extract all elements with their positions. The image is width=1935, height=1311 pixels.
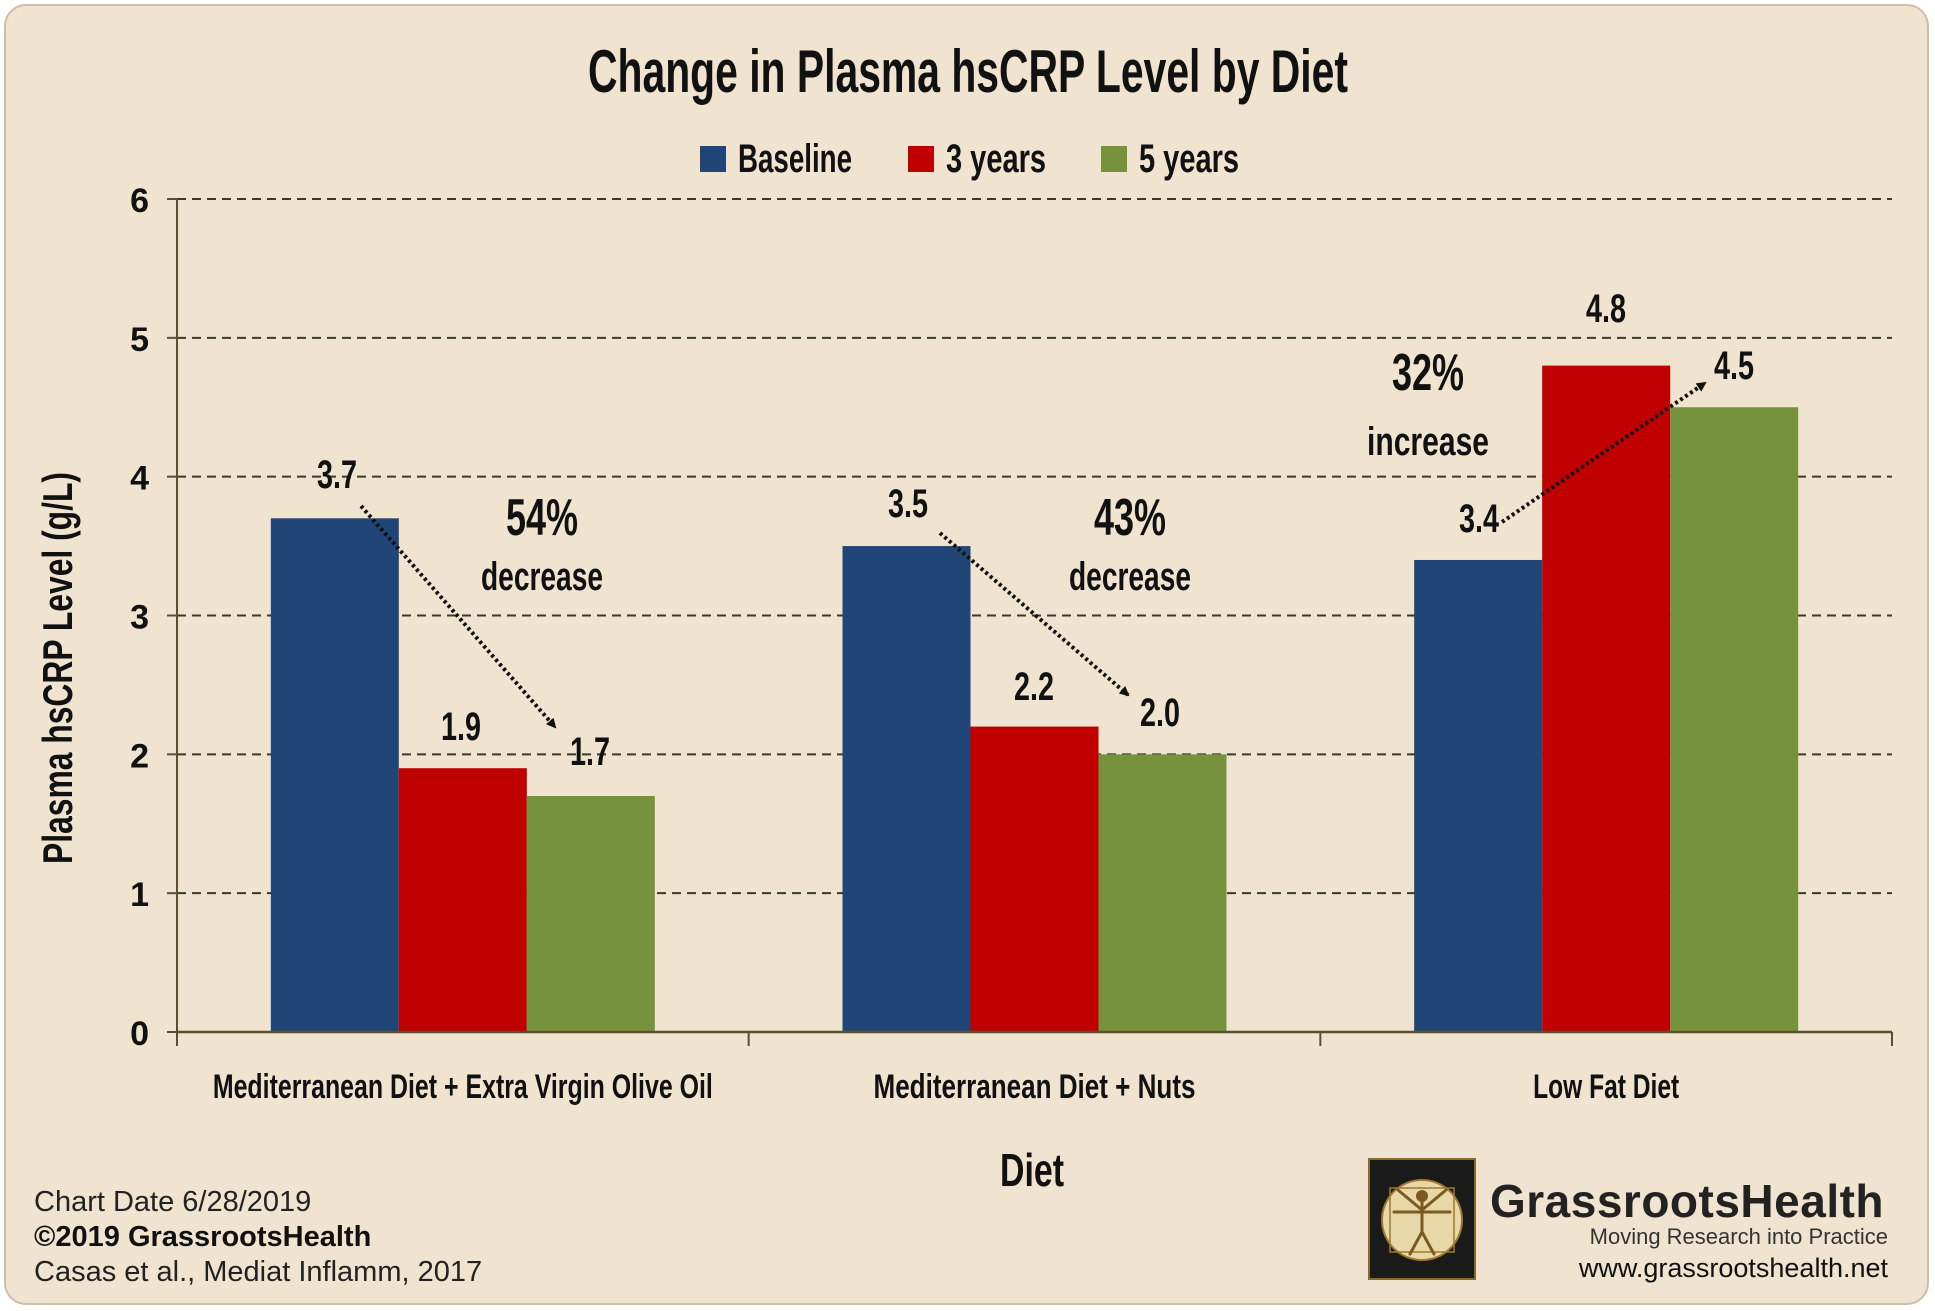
y-tick-label: 5 <box>130 321 149 359</box>
legend-label: 5 years <box>1139 137 1239 181</box>
bar-5-years <box>1098 754 1227 1032</box>
y-axis-label: Plasma hsCRP Level (g/L) <box>34 472 81 864</box>
data-label: 4.5 <box>1714 344 1754 388</box>
y-tick-label: 4 <box>130 460 149 498</box>
data-label: 2.2 <box>1014 665 1054 709</box>
citation: Casas et al., Mediat Inflamm, 2017 <box>34 1256 483 1288</box>
brand-url[interactable]: www.grassrootshealth.net <box>1578 1253 1888 1283</box>
y-tick-label: 0 <box>130 1015 149 1053</box>
data-label: 3.5 <box>888 482 928 526</box>
x-tick-label: Mediterranean Diet + Extra Virgin Olive … <box>213 1068 713 1106</box>
bar-baseline <box>1414 559 1543 1032</box>
y-tick-label: 1 <box>130 876 149 914</box>
data-label: 1.9 <box>441 705 481 749</box>
annotations: 3.7 3.5 3.4 1.9 2.2 4.8 1.7 2.0 4.5 54% decrease 43… <box>317 287 1754 774</box>
percent-annotation: 32% <box>1392 344 1464 402</box>
chart-date: Chart Date 6/28/2019 <box>34 1186 312 1218</box>
bar-5-years <box>526 795 655 1032</box>
percent-annotation: 43% <box>1094 489 1166 547</box>
trend-arrow <box>938 531 1130 697</box>
brand-tagline: Moving Research into Practice <box>1589 1224 1888 1249</box>
legend-swatch <box>700 146 726 172</box>
legend-swatch <box>908 146 934 172</box>
change-annotation: decrease <box>481 555 603 599</box>
y-axis: 0 1 2 3 4 5 6 <box>130 182 178 1053</box>
vitruvian-logo-icon <box>1368 1158 1476 1280</box>
data-label: 1.7 <box>570 730 610 774</box>
x-axis-label: Diet <box>1000 1144 1064 1196</box>
bar-baseline <box>270 518 399 1032</box>
change-annotation: decrease <box>1069 555 1191 599</box>
copyright: ©2019 GrassrootsHealth <box>34 1221 372 1253</box>
data-label: 3.7 <box>317 453 357 497</box>
chart-legend: Baseline 3 years 5 years <box>700 137 1239 181</box>
legend-swatch <box>1101 146 1127 172</box>
legend-label: Baseline <box>738 137 852 181</box>
chart-title: Change in Plasma hsCRP Level by Diet <box>588 38 1348 105</box>
y-tick-label: 6 <box>130 182 149 220</box>
x-axis: Mediterranean Diet + Extra Virgin Olive … <box>176 1030 1893 1106</box>
legend-label: 3 years <box>946 137 1046 181</box>
trend-arrow <box>1500 381 1707 524</box>
footer: Chart Date 6/28/2019 ©2019 GrassrootsHea… <box>34 1185 482 1290</box>
data-label: 3.4 <box>1459 497 1500 541</box>
bar-baseline <box>842 546 971 1032</box>
data-label: 4.8 <box>1586 287 1626 331</box>
bar-3-years <box>1542 365 1671 1033</box>
y-tick-label: 3 <box>130 599 149 637</box>
percent-annotation: 54% <box>506 489 578 547</box>
x-tick-label: Low Fat Diet <box>1533 1068 1679 1106</box>
bars <box>270 365 1799 1033</box>
y-tick-label: 2 <box>130 737 149 775</box>
trend-arrow <box>359 504 557 729</box>
bar-3-years <box>398 768 527 1032</box>
data-label: 2.0 <box>1140 691 1180 735</box>
brand-block: GrassrootsHealth Moving Research into Pr… <box>1368 1158 1898 1288</box>
x-tick-label: Mediterranean Diet + Nuts <box>874 1068 1196 1106</box>
bar-3-years <box>970 726 1099 1032</box>
change-annotation: increase <box>1367 420 1489 464</box>
bar-5-years <box>1670 407 1799 1032</box>
brand-name: GrassrootsHealth <box>1490 1175 1885 1227</box>
